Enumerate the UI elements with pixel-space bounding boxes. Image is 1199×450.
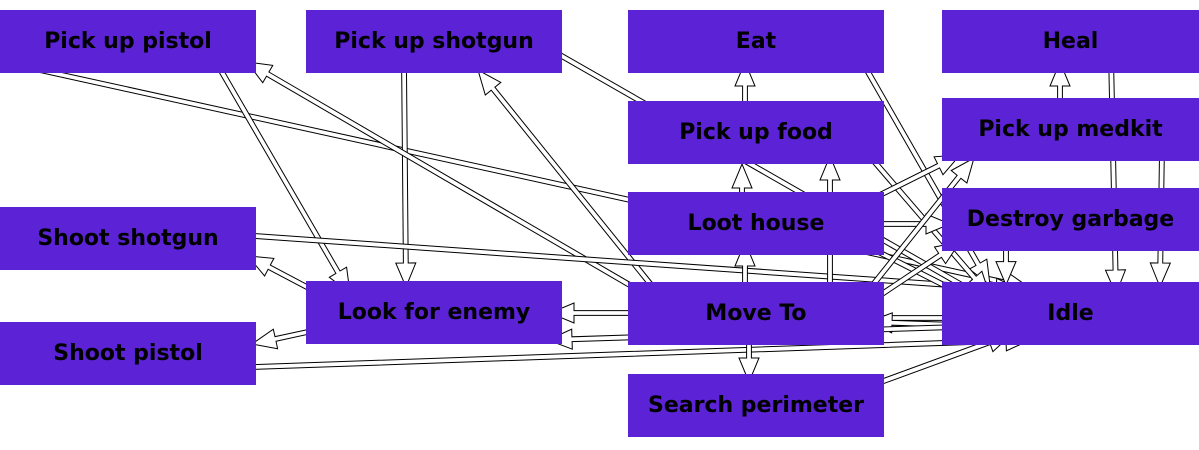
- node-pick-up-pistol: Pick up pistol: [0, 10, 256, 73]
- node-move-to: Move To: [628, 282, 884, 345]
- arrow-pickup-shotgun-to-look-for-enemy: [395, 61, 417, 289]
- node-pick-up-medkit: Pick up medkit: [942, 98, 1199, 161]
- node-look-for-enemy: Look for enemy: [306, 281, 562, 344]
- node-pick-up-shotgun: Pick up shotgun: [306, 10, 562, 73]
- node-destroy-garbage: Destroy garbage: [942, 188, 1199, 251]
- arrow-move-to-to-pickup-pistol: [245, 61, 654, 301]
- node-pick-up-food: Pick up food: [628, 101, 884, 164]
- arrow-heal-to-idle: [1104, 54, 1127, 296]
- arrow-pickup-shotgun-to-idle: [544, 44, 990, 301]
- node-shoot-pistol: Shoot pistol: [0, 322, 256, 385]
- node-idle: Idle: [942, 282, 1199, 345]
- arrow-destroy-garbage-to-idle: [995, 245, 1017, 287]
- node-shoot-shotgun: Shoot shotgun: [0, 207, 256, 270]
- node-search-perimeter: Search perimeter: [628, 374, 884, 437]
- node-eat: Eat: [628, 10, 884, 73]
- node-heal: Heal: [942, 10, 1199, 73]
- node-loot-house: Loot house: [628, 192, 884, 255]
